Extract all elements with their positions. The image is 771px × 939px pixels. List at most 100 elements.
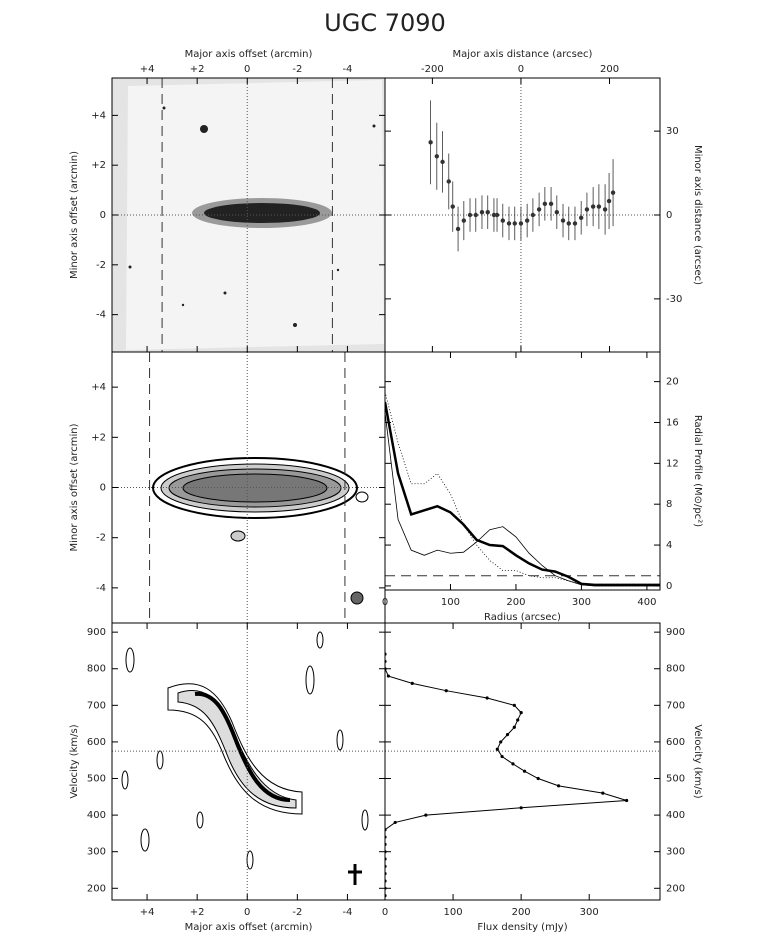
x-tick-label: -200 [421, 64, 444, 75]
y-tick-label: -4 [96, 583, 106, 594]
y-tick-label: 300 [666, 847, 685, 858]
data-point [446, 179, 451, 184]
y-tick-label: 700 [87, 700, 106, 711]
x-tick-label: 100 [441, 597, 460, 608]
y-tick-label: +2 [91, 160, 106, 171]
y-tick-label: 400 [666, 810, 685, 821]
data-point [495, 747, 499, 751]
x-tick-label: 300 [572, 597, 591, 608]
data-point [440, 159, 445, 165]
x-tick-label: +2 [190, 907, 205, 918]
data-point [511, 762, 515, 766]
y-tick-label: 0 [100, 210, 106, 221]
data-point [479, 210, 485, 215]
y-axis-label: Radial Profile (M⊙/pc²) [692, 415, 703, 527]
data-point [530, 212, 536, 218]
y-tick-label: 8 [666, 499, 672, 510]
data-point [505, 733, 510, 737]
data-point [512, 703, 516, 707]
y-tick-label: 0 [666, 210, 672, 221]
data-point [500, 754, 504, 759]
data-point [519, 806, 523, 810]
x-tick-label: -2 [292, 64, 302, 75]
data-point [610, 190, 616, 195]
x-tick-label: +4 [140, 907, 155, 918]
contour-map [152, 457, 369, 605]
x-tick-label: 100 [444, 907, 463, 918]
panel-frame [384, 622, 661, 901]
x-tick-label: +4 [140, 64, 155, 75]
data-point [606, 198, 612, 204]
data-point [516, 718, 520, 722]
y-tick-label: 30 [666, 126, 679, 137]
y-tick-label: 200 [87, 883, 106, 894]
y-tick-label: +2 [91, 432, 106, 443]
data-point [554, 210, 560, 215]
x-tick-label: -4 [342, 64, 352, 75]
data-point [467, 212, 473, 218]
data-point [428, 140, 433, 145]
x-tick-label: 0 [518, 64, 524, 75]
data-point [536, 776, 540, 781]
data-point [455, 226, 461, 232]
data-point [424, 813, 428, 817]
y-axis-label: Minor axis offset (arcmin) [69, 151, 80, 279]
y-tick-label: -2 [96, 260, 106, 271]
data-point [500, 218, 505, 223]
data-point [518, 221, 524, 226]
y-tick-label: 500 [666, 774, 685, 785]
y-tick-label: 800 [87, 664, 106, 675]
x-tick-label: -4 [342, 907, 352, 918]
y-tick-label: 600 [87, 737, 106, 748]
data-point [584, 207, 590, 212]
data-line [385, 654, 627, 896]
x-axis-label: Major axis offset (arcmin) [185, 49, 313, 60]
x-axis-label: Major axis offset (arcmin) [185, 922, 313, 933]
data-point [542, 201, 548, 207]
data-point [572, 221, 578, 226]
y-tick-label: 20 [666, 377, 679, 388]
plot-area [385, 652, 660, 898]
data-point [524, 218, 530, 223]
data-point [485, 696, 489, 700]
y-tick-label: 0 [666, 581, 672, 592]
data-point [625, 798, 629, 803]
y-tick-label: 800 [666, 664, 685, 675]
y-tick-label: 0 [100, 483, 106, 494]
y-tick-label: 500 [87, 774, 106, 785]
panel-frame [384, 351, 661, 591]
data-line [385, 391, 660, 587]
data-point [494, 212, 500, 218]
y-tick-label: -2 [96, 533, 106, 544]
data-point [461, 218, 467, 223]
y-tick-label: 16 [666, 417, 679, 428]
data-point [450, 204, 455, 209]
data-line [385, 401, 660, 587]
data-point [522, 769, 527, 773]
x-tick-label: 0 [244, 64, 250, 75]
data-point [602, 207, 608, 212]
x-axis-label: Major axis distance (arcsec) [453, 49, 593, 60]
data-point [499, 740, 503, 744]
data-point [601, 791, 605, 795]
panel-frame [384, 77, 661, 353]
data-point [485, 210, 490, 215]
data-point [491, 212, 497, 218]
x-tick-label: 400 [637, 597, 656, 608]
data-point [512, 221, 517, 226]
data-point [393, 820, 397, 825]
y-tick-label: 12 [666, 458, 679, 469]
y-axis-label: Velocity (km/s) [692, 724, 703, 798]
x-tick-label: 0 [244, 907, 250, 918]
plot-area [385, 78, 660, 352]
data-point [506, 221, 512, 226]
plot-area [112, 623, 385, 900]
data-point [473, 212, 478, 218]
plot-area [112, 352, 385, 623]
y-axis-label: Velocity (km/s) [69, 724, 80, 798]
x-axis-label: Radius (arcsec) [484, 612, 561, 623]
x-tick-label: 200 [506, 597, 525, 608]
y-tick-label: 900 [666, 627, 685, 638]
y-tick-label: +4 [91, 110, 106, 121]
data-point [410, 681, 414, 685]
